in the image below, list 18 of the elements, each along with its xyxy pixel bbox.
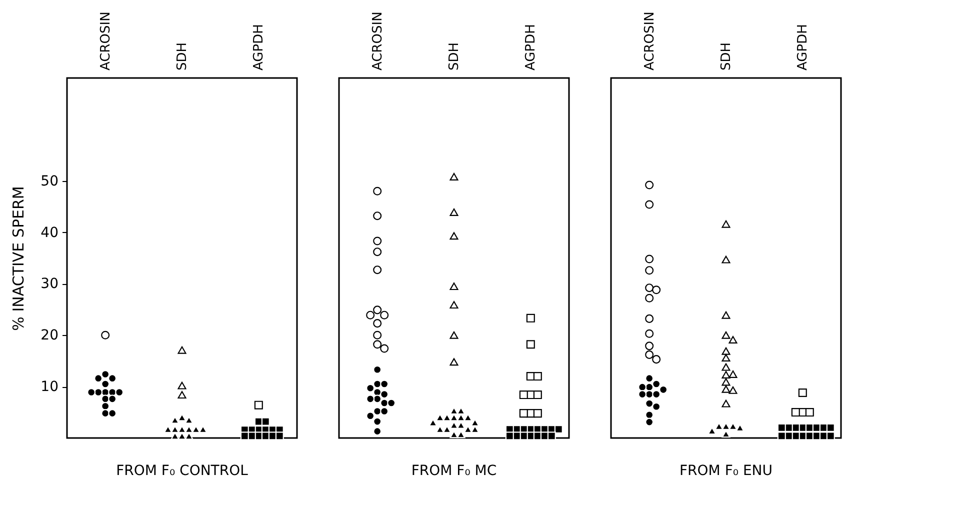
y-tick-label: 30 <box>40 276 58 292</box>
y-tick-label: 50 <box>40 173 58 190</box>
x-tick-label: AGPDH <box>796 24 811 70</box>
y-tick-label: 40 <box>40 224 58 241</box>
x-tick-label: SDH <box>175 42 190 70</box>
x-axis-title: FROM F₀ MC <box>411 462 497 479</box>
x-tick-label: ACROSIN <box>370 12 386 70</box>
x-tick-label: ACROSIN <box>98 12 114 70</box>
y-tick-label: 10 <box>40 379 58 396</box>
x-tick-label: SDH <box>719 42 734 70</box>
x-axis-title: FROM F₀ ENU <box>679 462 773 479</box>
x-tick-label: ACROSIN <box>642 12 658 70</box>
x-tick-label: AGPDH <box>252 24 267 70</box>
x-tick-label: AGPDH <box>524 24 539 70</box>
y-tick-label: 20 <box>40 328 58 344</box>
x-axis-title: FROM F₀ CONTROL <box>116 462 248 479</box>
y-axis-title: % INACTIVE SPERM <box>10 186 28 331</box>
x-tick-label: SDH <box>447 42 462 70</box>
